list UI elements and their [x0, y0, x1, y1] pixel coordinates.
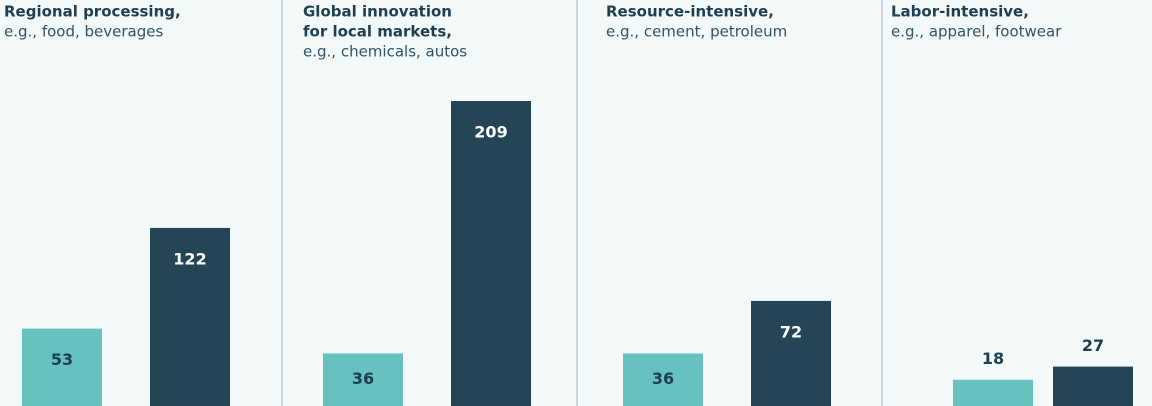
bar [1053, 366, 1133, 406]
bar [751, 300, 831, 406]
bar [451, 101, 531, 406]
value-label: 36 [652, 369, 674, 388]
value-label: 72 [780, 322, 802, 341]
panel-subtitle: e.g., food, beverages [4, 23, 163, 41]
bar [22, 328, 102, 406]
bar [150, 227, 230, 406]
panel-title: Global innovation [303, 3, 452, 21]
value-label: 122 [173, 249, 206, 268]
panel-title: for local markets, [303, 23, 452, 41]
value-label: 18 [982, 349, 1004, 368]
value-label: 209 [474, 123, 507, 142]
panel-title: Labor-intensive, [891, 3, 1029, 21]
panel-subtitle: e.g., cement, petroleum [606, 23, 787, 41]
panel-subtitle: e.g., apparel, footwear [891, 23, 1062, 41]
value-label: 53 [51, 350, 73, 369]
panel-title: Resource-intensive, [606, 3, 774, 21]
value-label: 27 [1082, 336, 1104, 355]
bar [623, 353, 703, 406]
panel-subtitle: e.g., chemicals, autos [303, 43, 467, 61]
panel-title: Regional processing, [4, 3, 181, 21]
bar [953, 379, 1033, 406]
bar [323, 353, 403, 406]
value-label: 36 [352, 369, 374, 388]
